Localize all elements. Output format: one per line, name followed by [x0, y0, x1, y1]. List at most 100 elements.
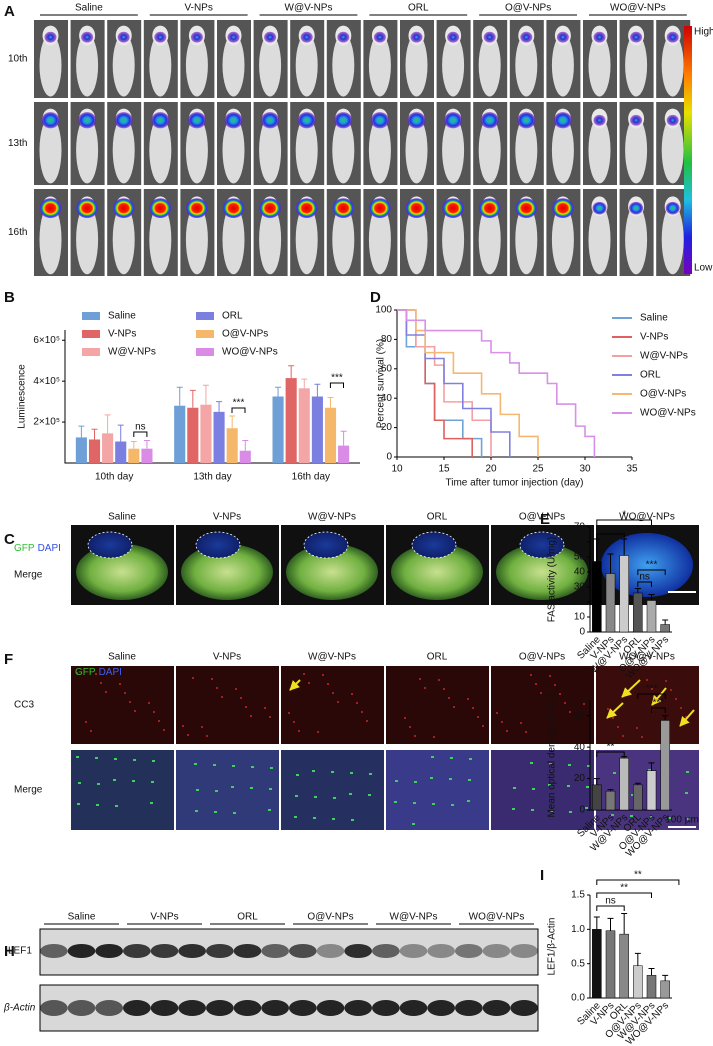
mouse-body [515, 34, 538, 97]
y-tick-label: 100 [375, 305, 392, 316]
gfp-cell [194, 763, 197, 765]
group-label: WO@V-NPs [619, 652, 675, 663]
y-axis-label: Mean optical density of CC3 [547, 692, 558, 818]
y-tick-label: 20 [574, 597, 586, 608]
x-tick-label: 30 [579, 464, 591, 475]
bar [605, 573, 616, 633]
cc3-spot [433, 736, 435, 738]
legend-swatch [196, 312, 214, 320]
gfp-cell [331, 771, 334, 773]
cc3-image [596, 666, 699, 744]
legend-label: Saline [108, 311, 136, 322]
gfp-cell [394, 801, 397, 803]
mouse-body [39, 204, 62, 275]
cc3-image [176, 666, 279, 744]
tumor [411, 531, 457, 559]
mouse-body [625, 204, 648, 275]
scale-bar-label: 1.5 mm [665, 593, 698, 604]
band [289, 944, 317, 958]
cc3-spot [211, 678, 213, 680]
significance-bracket [637, 693, 666, 699]
error-bar [104, 414, 111, 434]
signal [551, 198, 574, 219]
survival-curve [397, 309, 511, 457]
legend-label: ORL [640, 370, 661, 381]
signal [444, 112, 463, 129]
signal [41, 112, 60, 129]
signal [78, 112, 97, 129]
gfp-cell [250, 787, 253, 789]
cc3-spot [496, 712, 498, 714]
mouse-body [185, 34, 208, 97]
gfp-cell [548, 784, 551, 786]
bar [128, 448, 140, 463]
brain [181, 544, 273, 600]
signal [407, 112, 426, 129]
panel-letter: D [370, 289, 381, 306]
bar [646, 975, 657, 999]
bar [633, 592, 643, 633]
gfp-cell [649, 816, 652, 818]
survival-curve [397, 309, 483, 457]
gfp-cell [395, 780, 398, 782]
error-bar [130, 441, 137, 449]
day-label: 10th [8, 54, 27, 65]
cc3-spot [467, 698, 469, 700]
channel-name: GFP [14, 543, 35, 554]
mouse-body [112, 116, 135, 184]
signal [151, 112, 170, 129]
colorbar-label: High [694, 27, 713, 38]
bar [619, 933, 629, 999]
bar [619, 555, 629, 633]
signal [332, 198, 355, 219]
row-label: β-Actin [3, 1003, 36, 1014]
error-bar [634, 952, 641, 966]
mouse-body [661, 204, 684, 275]
cc3-spot [569, 711, 571, 713]
panel-letter: B [4, 289, 15, 306]
y-tick-label: 2×10⁵ [33, 417, 60, 428]
gfp-cell [467, 800, 470, 802]
bar [272, 396, 284, 463]
mouse-body [368, 204, 391, 275]
band [67, 944, 96, 958]
mouse-body [295, 34, 318, 97]
mouse-body [625, 34, 648, 97]
cc3-spot [148, 702, 150, 704]
signal [300, 31, 313, 43]
cc3-spot [559, 693, 561, 695]
gfp-cell [432, 803, 435, 805]
significance-label: ns [605, 524, 616, 535]
gfp-cell [550, 810, 553, 812]
legend-label: ORL [222, 311, 243, 322]
signal [630, 31, 643, 43]
error-bar [78, 425, 85, 438]
mouse-body [222, 204, 245, 275]
mouse-body [112, 204, 135, 275]
error-bar [202, 384, 209, 405]
gfp-cell [369, 773, 372, 775]
panel-letter: A [4, 3, 15, 20]
bar [226, 428, 238, 463]
gfp-cell [114, 758, 117, 760]
group-label: W@V-NPs [308, 652, 356, 663]
gfp-cell [414, 781, 417, 783]
mouse-body [551, 34, 574, 97]
colorbar-label: Low [694, 263, 713, 274]
cc3-spot [308, 682, 310, 684]
signal [187, 112, 206, 129]
band [261, 944, 289, 958]
significance-bracket [329, 382, 344, 388]
mouse-body [588, 204, 611, 275]
cc3-spot [438, 679, 440, 681]
gfp-cell [314, 796, 317, 798]
tumor [87, 531, 133, 559]
signal [334, 112, 353, 129]
gfp-cell [76, 756, 79, 758]
mouse-body [661, 34, 684, 97]
significance-bracket [596, 751, 625, 757]
cc3-spot [520, 722, 522, 724]
mouse-body [39, 116, 62, 184]
mouse-body [295, 116, 318, 184]
mouse-body [515, 204, 538, 275]
